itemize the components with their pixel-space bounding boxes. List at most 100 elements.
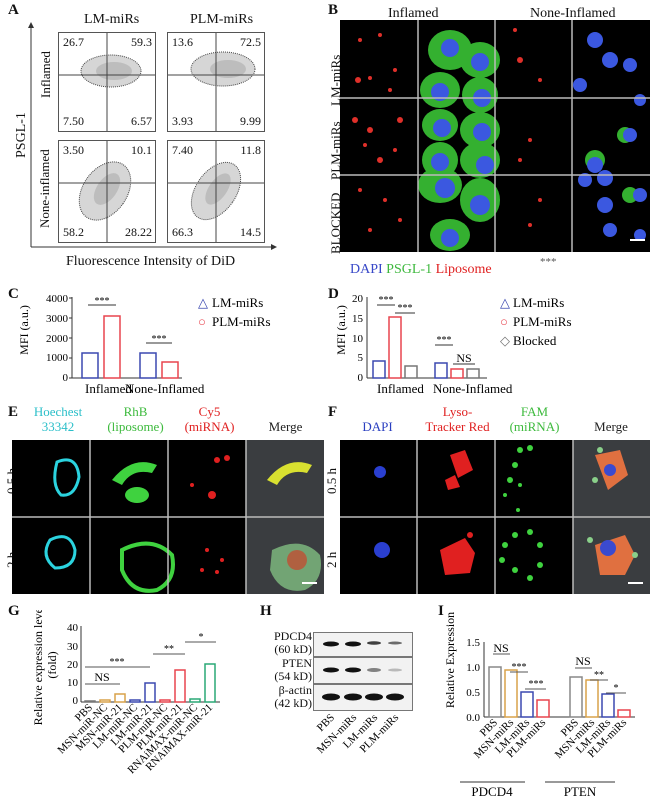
svg-text:NS: NS	[456, 351, 471, 365]
svg-text:◇: ◇	[500, 333, 510, 348]
svg-text:(fold): (fold)	[45, 651, 59, 678]
svg-text:NS: NS	[493, 641, 508, 655]
svg-text:1000: 1000	[46, 352, 69, 364]
svg-text:15: 15	[352, 313, 364, 325]
channel-header: RhB (liposome)	[107, 404, 164, 434]
band-label: PDCD4 (60 kD)	[273, 629, 312, 656]
quadrant-value: 14.5	[240, 225, 261, 239]
micrograph-grid-b	[340, 20, 650, 252]
svg-text:10: 10	[67, 677, 79, 689]
bar-chart-c: MFI (a.u.) 4000 3000 2000 1000 0 *** *** Inf…	[20, 293, 271, 396]
svg-text:***: ***	[95, 296, 110, 307]
svg-text:○: ○	[198, 314, 206, 329]
svg-text:0: 0	[63, 372, 69, 384]
svg-text:***: ***	[379, 295, 394, 306]
panel-label-h: H	[260, 603, 272, 619]
band-label: PTEN (54 kD)	[274, 656, 312, 683]
group-label: PDCD4	[471, 784, 513, 799]
channel-header: Merge	[268, 419, 303, 434]
channel-header: Cy5 (miRNA)	[184, 404, 235, 434]
footnote: ***	[540, 256, 557, 268]
quadrant-value: 3.50	[63, 143, 84, 157]
western-blot	[313, 632, 413, 711]
quadrant-value: 28.22	[125, 225, 152, 239]
panel-label-i: I	[438, 603, 444, 619]
quadrant-value: 59.3	[131, 35, 152, 49]
panel-label-a: A	[8, 2, 19, 18]
svg-text:NS: NS	[575, 654, 590, 668]
svg-text:PLM-miRs: PLM-miRs	[212, 314, 271, 329]
facs-plot: 13.6 72.5 3.93 9.99	[167, 32, 265, 132]
quadrant-value: 3.93	[172, 114, 193, 128]
svg-text:30: 30	[67, 641, 79, 653]
panel-label-f: F	[328, 404, 338, 420]
time-label: 2 h	[324, 551, 339, 568]
svg-text:1.0: 1.0	[466, 662, 480, 674]
svg-text:NS: NS	[94, 670, 109, 684]
time-label: 0.5 h	[324, 468, 339, 494]
svg-text:None-Inflamed: None-Inflamed	[125, 381, 205, 396]
svg-text:○: ○	[500, 314, 508, 329]
panel-label-b: B	[328, 2, 339, 18]
facs-plot: 3.50 10.1 58.2 28.22	[58, 140, 156, 243]
svg-text:***: ***	[529, 679, 544, 690]
svg-text:△: △	[198, 295, 208, 310]
panel-label-g: G	[8, 603, 20, 619]
panel-label-c: C	[8, 286, 19, 302]
group-label: PTEN	[564, 784, 597, 799]
y-axis-label: Relative expression level	[31, 610, 45, 725]
svg-text:0.5: 0.5	[466, 687, 480, 699]
quadrant-value: 10.1	[131, 143, 152, 157]
channel-header: DAPI	[362, 419, 393, 434]
y-axis-label: MFI (a.u.)	[335, 305, 348, 355]
y-axis-label: MFI (a.u.)	[20, 305, 31, 355]
svg-text:Inflamed: Inflamed	[85, 381, 132, 396]
micro-col-header: Inflamed	[388, 6, 439, 21]
svg-text:LM-miRs: LM-miRs	[513, 295, 564, 310]
svg-text:4000: 4000	[46, 293, 69, 305]
svg-text:3000: 3000	[46, 313, 69, 325]
legend-dapi: DAPI	[350, 262, 383, 277]
micrograph-grid-f	[340, 440, 650, 594]
svg-text:**: **	[164, 644, 174, 655]
svg-text:0: 0	[358, 372, 364, 384]
stain-legend: DAPI PSGL-1 Liposome	[350, 262, 492, 278]
svg-text:5: 5	[358, 352, 364, 364]
svg-text:1.5: 1.5	[466, 637, 480, 649]
legend-liposome: Liposome	[435, 262, 492, 277]
quadrant-value: 66.3	[172, 225, 193, 239]
svg-text:20: 20	[352, 293, 364, 305]
channel-header: Merge	[594, 419, 628, 434]
svg-text:***: ***	[398, 303, 413, 314]
bar-chart-i: Relative Expression 1.51.00.50.0 NS *** …	[443, 612, 635, 799]
quadrant-value: 58.2	[63, 225, 84, 239]
svg-text:***: ***	[512, 662, 527, 673]
svg-text:Blocked: Blocked	[513, 333, 557, 348]
micro-col-header: None-Inflamed	[530, 6, 616, 21]
svg-text:0.0: 0.0	[466, 712, 480, 724]
facs-plot: 26.7 59.3 7.50 6.57	[58, 32, 156, 132]
svg-text:None-Inflamed: None-Inflamed	[433, 381, 513, 396]
quadrant-value: 26.7	[63, 35, 84, 49]
facs-axes	[28, 22, 277, 250]
svg-text:*: *	[199, 632, 204, 643]
svg-text:0: 0	[73, 695, 79, 707]
band-label: β-actin (42 kD)	[274, 683, 312, 710]
legend-psgl: PSGL-1	[386, 262, 433, 277]
svg-text:***: ***	[437, 335, 452, 346]
bar-chart-d: MFI (a.u.) 20 15 10 5 0 *** *** *** NS Infla…	[335, 293, 572, 396]
svg-text:*: *	[614, 683, 619, 694]
svg-text:10: 10	[352, 333, 364, 345]
facs-col-header: LM-miRs	[84, 12, 140, 27]
quadrant-value: 72.5	[240, 35, 261, 49]
panel-label-d: D	[328, 286, 339, 302]
facs-plot: 7.40 11.8 66.3 14.5	[167, 140, 265, 243]
channel-header: FAM (miRNA)	[509, 404, 560, 434]
svg-text:LM-miRs: LM-miRs	[212, 295, 263, 310]
quadrant-value: 9.99	[240, 114, 261, 128]
svg-text:20: 20	[67, 659, 79, 671]
quadrant-value: 11.8	[240, 143, 261, 157]
quadrant-value: 7.50	[63, 114, 84, 128]
facs-x-axis-label: Fluorescence Intensity of DiD	[66, 254, 236, 269]
channel-header: Lyso- Tracker Red	[425, 404, 490, 434]
